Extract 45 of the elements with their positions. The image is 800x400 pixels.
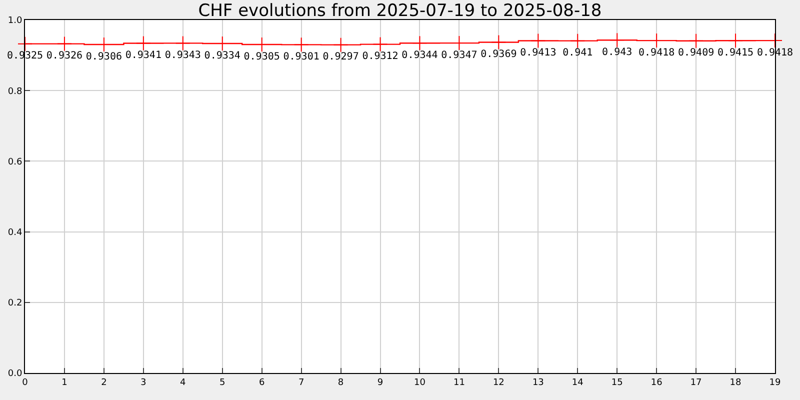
data-label: 0.941 <box>562 48 593 59</box>
x-tick-label: 9 <box>377 378 384 388</box>
x-tick-label: 19 <box>769 378 781 388</box>
y-tick-label: 1.0 <box>8 16 22 26</box>
y-tick-label: 0.8 <box>8 86 22 97</box>
x-tick-label: 12 <box>492 378 504 388</box>
data-label: 0.9413 <box>520 47 556 58</box>
x-tick-label: 6 <box>258 378 265 388</box>
chart-title: CHF evolutions from 2025-07-19 to 2025-08-18 <box>198 0 602 21</box>
x-tick-label: 1 <box>62 378 68 388</box>
x-tick-label: 17 <box>690 378 702 388</box>
data-label: 0.9369 <box>480 49 517 60</box>
x-tick-label: 10 <box>414 378 426 388</box>
data-label: 0.9418 <box>638 47 675 58</box>
data-label: 0.943 <box>602 46 632 58</box>
x-tick-label: 13 <box>532 378 544 388</box>
data-label: 0.9306 <box>86 51 122 62</box>
y-tick-label: 0.4 <box>8 228 22 238</box>
data-label: 0.9347 <box>441 50 478 61</box>
x-tick-label: 5 <box>220 378 226 388</box>
x-tick-label: 2 <box>101 378 107 388</box>
x-tick-label: 14 <box>572 378 584 388</box>
x-tick-label: 11 <box>453 378 465 388</box>
y-tick-label: 0.2 <box>8 298 22 309</box>
x-tick-label: 8 <box>338 378 344 388</box>
x-tick-label: 4 <box>180 378 186 388</box>
data-label: 0.9326 <box>46 50 83 62</box>
x-tick-label: 0 <box>22 378 28 388</box>
x-tick-label: 15 <box>611 378 623 388</box>
y-tick-label: 0.0 <box>8 369 22 380</box>
data-label: 0.9344 <box>402 50 438 61</box>
data-label: 0.9305 <box>244 51 280 62</box>
data-label: 0.9334 <box>204 50 240 62</box>
data-label: 0.9312 <box>362 51 398 62</box>
data-label: 0.9341 <box>125 50 162 62</box>
x-tick-label: 16 <box>650 378 663 388</box>
data-label: 0.9297 <box>322 52 359 63</box>
data-label: 0.9301 <box>283 51 320 62</box>
data-label: 0.9343 <box>164 50 201 61</box>
data-label: 0.9409 <box>678 48 714 59</box>
x-tick-label: 7 <box>298 378 304 388</box>
data-label: 0.9415 <box>717 47 754 58</box>
x-tick-label: 18 <box>730 378 742 388</box>
y-tick-label: 0.6 <box>8 157 22 168</box>
x-tick-label: 3 <box>140 378 146 388</box>
